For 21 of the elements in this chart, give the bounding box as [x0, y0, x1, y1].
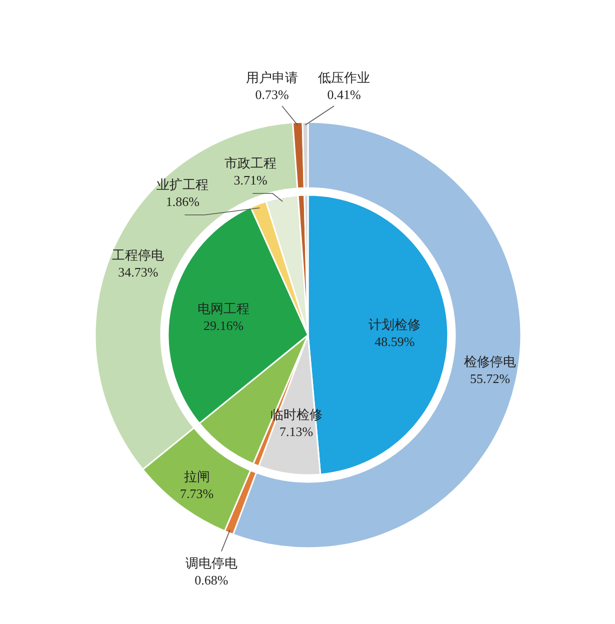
- data-label: 7.13%: [279, 424, 314, 440]
- slice-label: 市政工程: [224, 155, 277, 170]
- slice-label: 工程停电: [112, 248, 164, 263]
- data-label: 7.73%: [180, 486, 214, 501]
- slice-label: 业扩工程: [156, 176, 209, 192]
- data-label: 0.41%: [327, 87, 361, 102]
- data-label: 48.59%: [374, 334, 415, 350]
- data-label: 0.68%: [194, 572, 228, 588]
- slice-label: 低压作业: [318, 70, 370, 85]
- slice-label: 调电停电: [185, 555, 238, 570]
- data-label: 29.16%: [204, 318, 244, 333]
- slice-label: 用户申请: [246, 70, 298, 85]
- slice-label: 计划检修: [368, 317, 421, 332]
- data-label: 34.73%: [118, 264, 158, 280]
- data-label: 55.72%: [470, 371, 510, 386]
- data-label: 1.86%: [166, 194, 200, 209]
- slice-label: 检修停电: [464, 354, 516, 370]
- data-label: 0.73%: [255, 87, 289, 102]
- slice-label: 电网工程: [198, 300, 250, 316]
- slice-label: 拉闸: [184, 468, 210, 484]
- data-label: 3.71%: [234, 172, 268, 188]
